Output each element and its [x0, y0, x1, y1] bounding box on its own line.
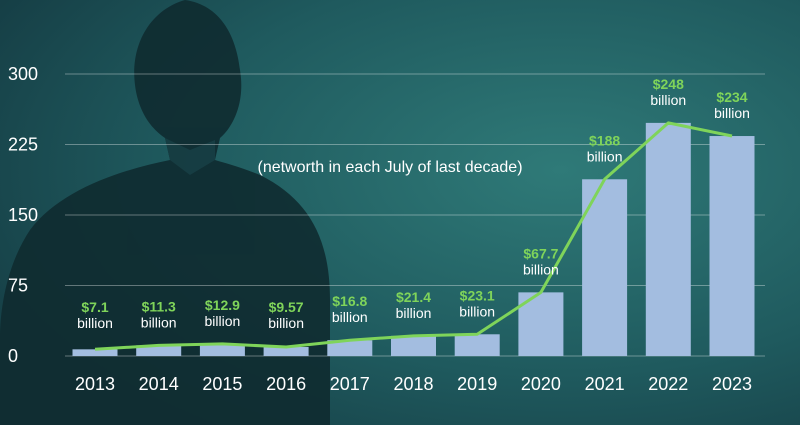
x-tick-label: 2020	[521, 374, 561, 394]
x-tick-label: 2019	[457, 374, 497, 394]
unit-label: billion	[204, 313, 240, 329]
value-label: $21.4	[396, 289, 431, 305]
x-tick-label: 2015	[202, 374, 242, 394]
value-label: $188	[589, 132, 620, 148]
x-tick-label: 2016	[266, 374, 306, 394]
chart-subtitle: (networth in each July of last decade)	[257, 159, 522, 176]
x-tick-label: 2017	[330, 374, 370, 394]
x-tick-label: 2018	[393, 374, 433, 394]
person-silhouette-image	[0, 0, 330, 425]
value-label: $67.7	[523, 245, 558, 261]
unit-label: billion	[459, 303, 495, 319]
bar	[645, 122, 691, 356]
y-axis-ticks: 0 75 150 225 300	[8, 64, 38, 366]
value-label: $23.1	[460, 287, 495, 303]
unit-label: billion	[77, 315, 113, 331]
unit-label: billion	[650, 92, 686, 108]
bar	[327, 340, 373, 356]
x-tick-label: 2013	[75, 374, 115, 394]
bar	[199, 343, 245, 356]
value-label: $12.9	[205, 297, 240, 313]
unit-label: billion	[332, 309, 368, 325]
x-tick-label: 2023	[712, 374, 752, 394]
y-tick-label: 0	[8, 346, 18, 366]
value-label: $16.8	[332, 293, 367, 309]
trend-line-path	[94, 121, 733, 351]
value-label: $234	[716, 89, 747, 105]
y-tick-label: 150	[8, 205, 38, 225]
y-tick-label: 75	[8, 276, 28, 296]
x-axis-ticks: 2013 2014 2015 2016 2017 2018 2019 2020 2021 2022…	[75, 374, 752, 394]
bar	[72, 349, 118, 356]
unit-label: billion	[714, 105, 750, 121]
x-tick-label: 2021	[585, 374, 625, 394]
value-label: $11.3	[142, 298, 176, 314]
unit-label: billion	[587, 148, 623, 164]
y-tick-label: 300	[8, 64, 38, 84]
unit-label: billion	[523, 261, 559, 277]
bar	[263, 347, 309, 356]
x-tick-label: 2022	[648, 374, 688, 394]
unit-label: billion	[141, 314, 177, 330]
unit-label: billion	[396, 305, 432, 321]
x-tick-label: 2014	[139, 374, 179, 394]
bar	[391, 335, 436, 356]
bar	[709, 136, 755, 356]
y-tick-label: 225	[8, 135, 38, 155]
bar	[136, 345, 182, 356]
trend-line	[94, 121, 733, 351]
bars	[72, 122, 755, 356]
value-label: $7.1	[81, 299, 108, 315]
bar	[454, 334, 500, 356]
value-label: $248	[653, 76, 684, 92]
value-labels: $7.1billion$11.3billion$12.9billion$9.57…	[77, 76, 750, 331]
unit-label: billion	[268, 315, 304, 331]
value-label: $9.57	[269, 299, 304, 315]
